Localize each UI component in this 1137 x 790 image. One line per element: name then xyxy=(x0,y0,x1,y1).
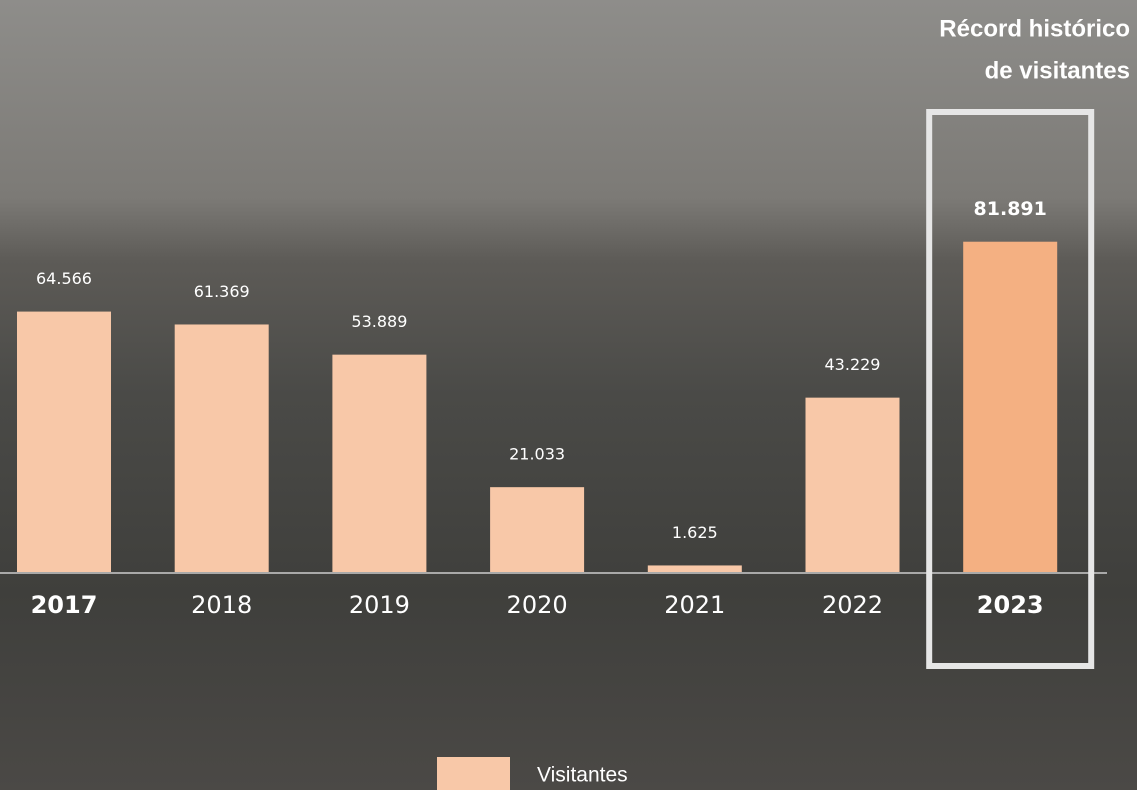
x-tick-label: 2020 xyxy=(507,591,568,619)
legend-label: Visitantes xyxy=(537,764,628,787)
annotation: Récord histórico xyxy=(939,15,1130,42)
bar xyxy=(805,397,900,572)
bar xyxy=(647,565,742,572)
bar xyxy=(332,354,427,572)
x-tick-label: 2021 xyxy=(664,591,725,619)
bar xyxy=(174,324,269,572)
x-tick-label: 2018 xyxy=(191,591,252,619)
bar xyxy=(490,487,585,572)
highlight-box xyxy=(926,109,1095,669)
x-tick-label: 2022 xyxy=(822,591,883,619)
value-label: 81.891 xyxy=(974,198,1047,220)
value-label: 21.033 xyxy=(509,445,565,464)
bar xyxy=(963,241,1058,572)
value-label: 61.369 xyxy=(194,282,250,301)
value-label: 64.566 xyxy=(36,269,92,288)
legend-swatch xyxy=(437,757,510,790)
x-tick-label: 2017 xyxy=(31,591,98,619)
value-label: 53.889 xyxy=(351,312,407,331)
annotation: de visitantes xyxy=(985,57,1130,84)
bar xyxy=(17,311,111,572)
value-label: 1.625 xyxy=(672,523,718,542)
x-tick-label: 2019 xyxy=(349,591,410,619)
value-label: 43.229 xyxy=(825,355,881,374)
x-tick-label: 2023 xyxy=(977,591,1044,619)
